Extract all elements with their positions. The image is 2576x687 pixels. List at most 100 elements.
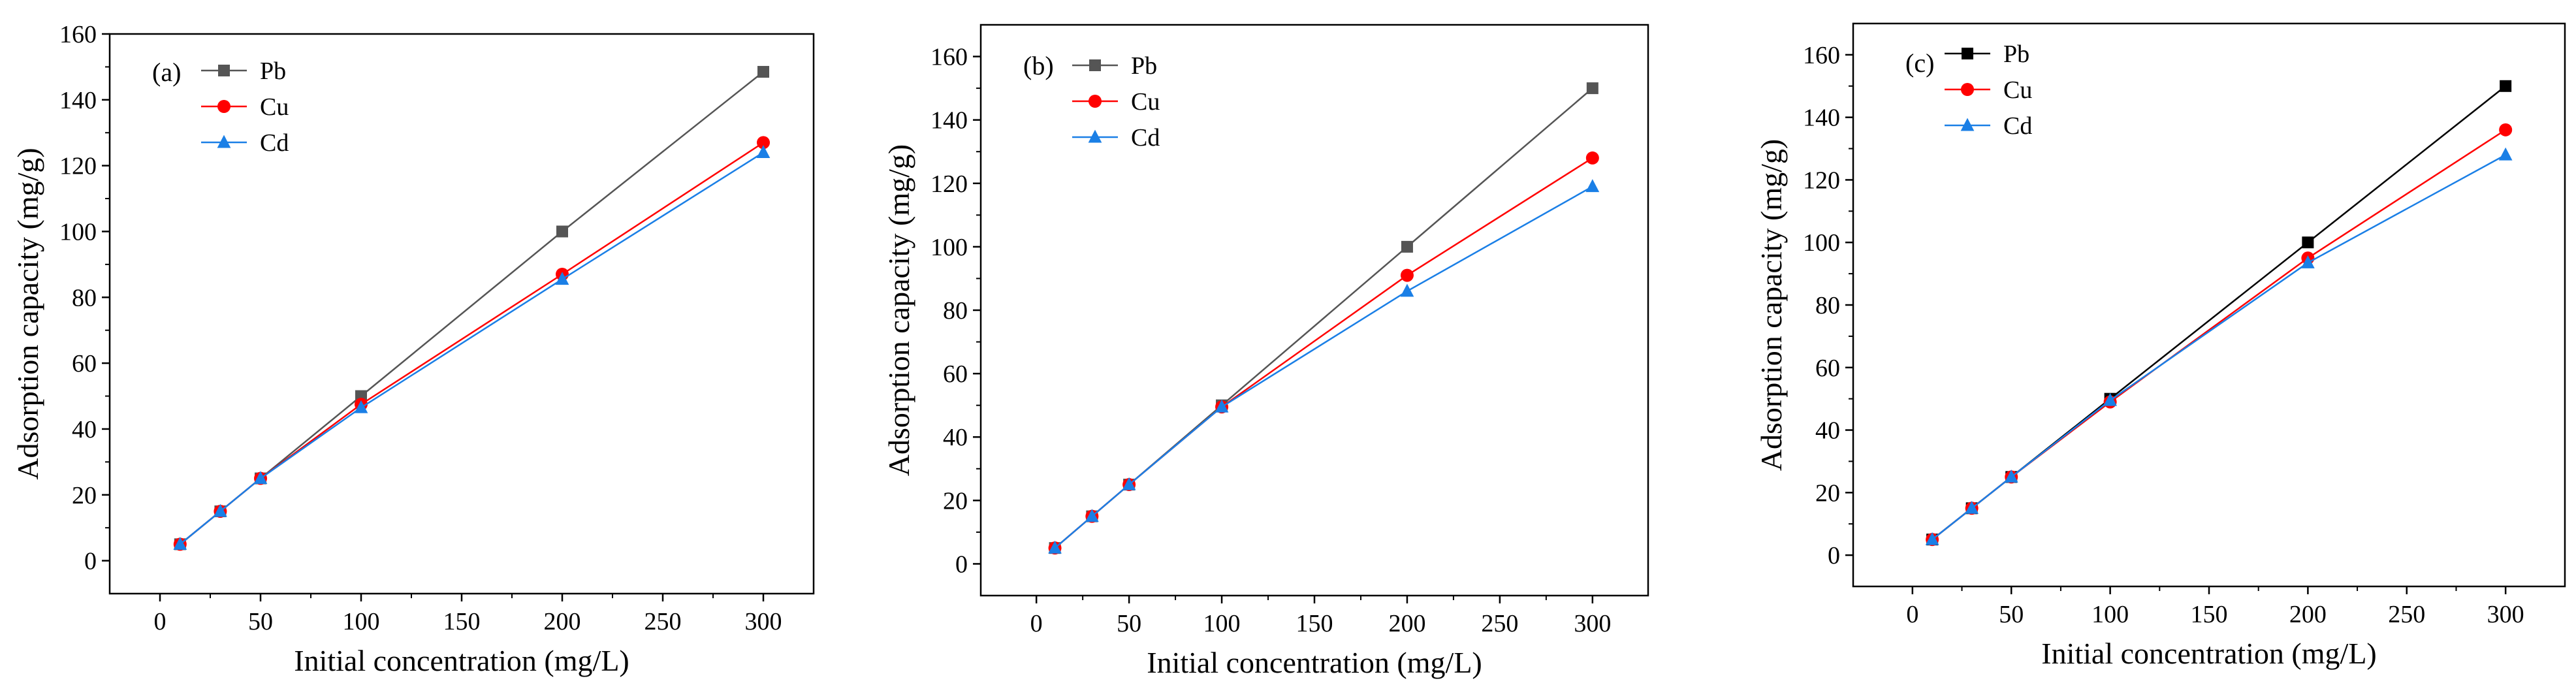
y-tick-label: 100 bbox=[930, 234, 968, 261]
y-tick-label: 140 bbox=[1803, 104, 1840, 132]
legend-label-cd: Cd bbox=[260, 129, 289, 157]
x-tick-label: 100 bbox=[2091, 601, 2129, 628]
data-point-cd bbox=[1925, 532, 1939, 545]
y-tick-label: 60 bbox=[72, 350, 97, 377]
y-tick-label: 0 bbox=[1828, 542, 1840, 569]
y-tick-label: 140 bbox=[930, 107, 968, 135]
x-tick-label: 150 bbox=[2191, 601, 2228, 628]
x-tick-label: 100 bbox=[343, 608, 380, 635]
legend-label-pb: Pb bbox=[1131, 52, 1157, 80]
y-tick-label: 100 bbox=[59, 218, 97, 246]
panel-label: (a) bbox=[152, 57, 181, 87]
data-point-cd bbox=[1085, 509, 1099, 522]
y-tick-label: 160 bbox=[1803, 42, 1840, 69]
data-point-cd bbox=[2103, 392, 2117, 406]
y-tick-label: 20 bbox=[72, 482, 97, 509]
x-axis-title: Initial concentration (mg/L) bbox=[294, 644, 629, 677]
data-point-pb bbox=[757, 65, 769, 78]
panel-label: (c) bbox=[1905, 48, 1934, 78]
data-point-pb bbox=[1586, 82, 1598, 95]
y-tick-label: 120 bbox=[59, 153, 97, 180]
series-line-cu bbox=[1932, 129, 2506, 541]
x-tick-label: 150 bbox=[443, 608, 481, 635]
legend-marker-cu bbox=[1961, 83, 1974, 96]
data-point-cd bbox=[1122, 477, 1136, 490]
y-tick-label: 60 bbox=[1815, 355, 1840, 382]
legend-marker-cu bbox=[217, 100, 231, 113]
plot-frame bbox=[979, 24, 1649, 597]
data-point-cd bbox=[1048, 540, 1062, 554]
y-tick-label: 40 bbox=[943, 424, 968, 451]
x-tick-label: 250 bbox=[1481, 610, 1518, 637]
x-tick-label: 0 bbox=[154, 608, 167, 635]
series-line-cu bbox=[180, 142, 764, 545]
x-axis-title: Initial concentration (mg/L) bbox=[2041, 637, 2376, 670]
y-tick-label: 20 bbox=[1815, 479, 1840, 507]
legend-marker-pb bbox=[1089, 59, 1101, 71]
y-tick-label: 40 bbox=[1815, 417, 1840, 445]
y-axis-title: Adsorption capacity (mg/g) bbox=[1755, 139, 1788, 471]
series-line-cd bbox=[1054, 185, 1593, 549]
data-point-cd bbox=[354, 400, 368, 413]
data-point-cu bbox=[1400, 268, 1414, 282]
data-point-cu bbox=[757, 136, 770, 150]
data-point-pb bbox=[1401, 240, 1413, 253]
data-point-cd bbox=[1400, 283, 1414, 297]
data-point-cd bbox=[756, 145, 771, 158]
y-tick-label: 80 bbox=[1815, 292, 1840, 319]
y-tick-label: 0 bbox=[955, 551, 968, 578]
data-point-cd bbox=[1585, 179, 1600, 193]
y-tick-label: 80 bbox=[72, 284, 97, 312]
panel-b: 0 50 100 150 200 250 300 0 20 40 60 80 100 120 140 160 I… bbox=[882, 24, 1649, 679]
x-tick-label: 200 bbox=[2289, 601, 2327, 628]
x-tick-label: 300 bbox=[1574, 610, 1611, 637]
y-tick-label: 140 bbox=[59, 87, 97, 114]
x-tick-label: 250 bbox=[2388, 601, 2425, 628]
y-tick-label: 160 bbox=[930, 44, 968, 71]
legend-label-cu: Cu bbox=[1131, 88, 1160, 116]
data-point-cd bbox=[555, 272, 569, 285]
x-tick-label: 300 bbox=[2487, 601, 2524, 628]
y-axis-title: Adsorption capacity (mg/g) bbox=[882, 144, 915, 476]
legend-label-pb: Pb bbox=[2003, 40, 2029, 68]
y-tick-label: 160 bbox=[59, 21, 97, 48]
panel-label: (b) bbox=[1023, 51, 1054, 80]
x-tick-label: 50 bbox=[1117, 610, 1141, 637]
data-point-cd bbox=[214, 503, 227, 517]
legend-marker-cd bbox=[1088, 129, 1102, 143]
y-axis-title: Adsorption capacity (mg/g) bbox=[11, 148, 44, 479]
legend-label-cd: Cd bbox=[2003, 112, 2032, 140]
series-line-cu bbox=[1054, 157, 1593, 549]
data-point-cu bbox=[1585, 151, 1599, 165]
x-tick-label: 150 bbox=[1296, 610, 1333, 637]
data-point-cd bbox=[1965, 500, 1979, 514]
legend-marker-cd bbox=[217, 135, 231, 148]
data-point-cd bbox=[2004, 470, 2018, 483]
y-tick-label: 80 bbox=[943, 297, 968, 325]
x-tick-label: 0 bbox=[1030, 610, 1043, 637]
data-point-cd bbox=[1215, 399, 1229, 413]
x-tick-label: 100 bbox=[1203, 610, 1241, 637]
data-point-cd bbox=[2498, 147, 2513, 161]
y-tick-label: 120 bbox=[1803, 167, 1840, 194]
x-tick-label: 250 bbox=[644, 608, 682, 635]
x-tick-label: 300 bbox=[745, 608, 782, 635]
y-tick-label: 20 bbox=[943, 487, 968, 515]
x-tick-label: 200 bbox=[1388, 610, 1425, 637]
series-line-cd bbox=[1932, 154, 2506, 541]
y-tick-label: 40 bbox=[72, 416, 97, 443]
legend-marker-pb bbox=[1962, 48, 1973, 59]
data-point-pb bbox=[2500, 80, 2512, 92]
data-point-cu bbox=[2499, 123, 2513, 136]
legend-label-pb: Pb bbox=[260, 57, 286, 85]
data-point-pb bbox=[556, 225, 568, 238]
data-point-cd bbox=[173, 537, 187, 550]
x-axis-title: Initial concentration (mg/L) bbox=[1147, 646, 1482, 679]
data-point-pb bbox=[2302, 236, 2314, 249]
data-point-cd bbox=[2301, 255, 2315, 268]
series-line-cd bbox=[180, 152, 764, 545]
y-tick-label: 0 bbox=[84, 548, 97, 575]
x-tick-label: 50 bbox=[248, 608, 273, 635]
y-tick-label: 120 bbox=[930, 170, 968, 198]
